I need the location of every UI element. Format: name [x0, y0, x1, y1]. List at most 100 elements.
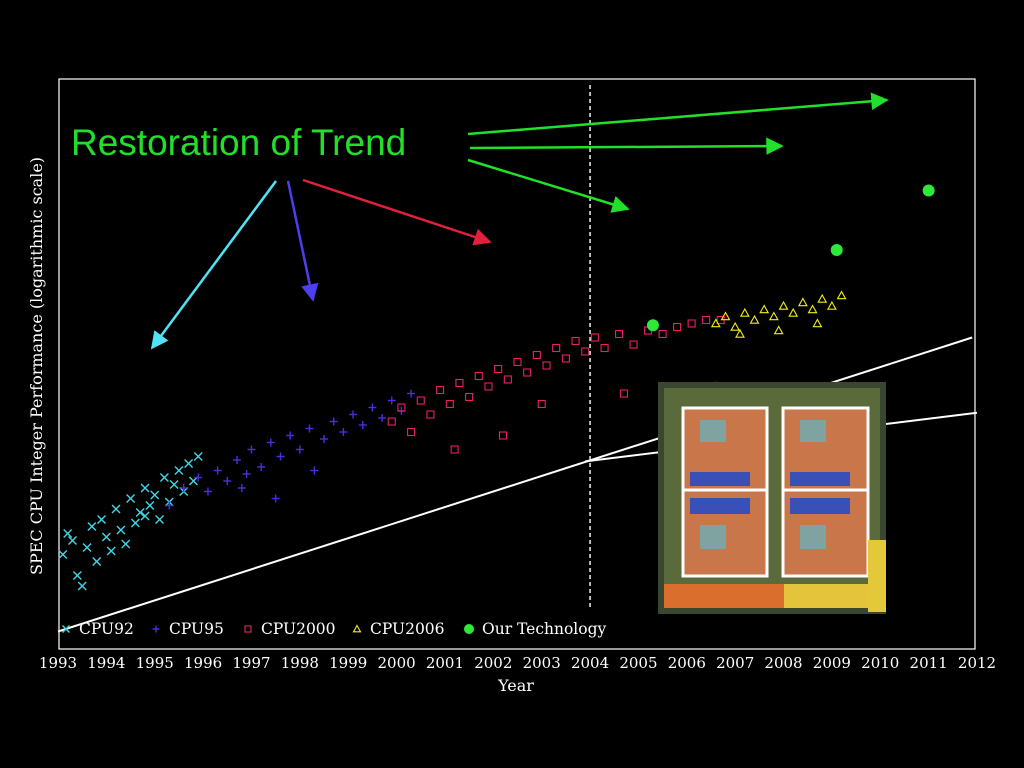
cpu2006-point-7: [778, 300, 789, 310]
cpu92-point-28: [77, 581, 87, 591]
cpu2000-point-1: [397, 403, 406, 412]
plot-frame: [58, 78, 976, 650]
cpu95-point-22: [378, 414, 387, 422]
cpu92-point-11: [116, 525, 126, 535]
cpu2006-point-3: [739, 307, 750, 317]
annotation-title: Restoration of Trend: [71, 122, 406, 163]
x-tick-label-2002: 2002: [474, 654, 512, 672]
cpu92-point-20: [159, 473, 169, 482]
cpu92-point-8: [101, 532, 111, 542]
cpu92-point-22: [169, 480, 179, 489]
cpu2000-point-23: [615, 329, 624, 339]
x-tick-label-1999: 1999: [329, 654, 367, 672]
cpu95-point-13: [295, 445, 304, 454]
x-tick-label-1994: 1994: [87, 654, 125, 672]
cpu92-point-10: [111, 504, 121, 514]
arrow-to-cpu95: [286, 180, 319, 302]
cpu92-point-1: [63, 529, 73, 538]
cpu95-point-19: [349, 410, 358, 419]
cpu95-point-18: [339, 428, 348, 436]
cpu95-point-14: [305, 424, 314, 433]
cpu2000-point-13: [513, 357, 522, 367]
our-technology-point-2: [922, 184, 935, 197]
cpu2000-point-2: [407, 427, 416, 437]
cpu92-point-3: [72, 571, 82, 580]
cpu2000-point-8: [465, 392, 474, 402]
cpu2006-point-13: [836, 290, 847, 300]
x-tick-label-1995: 1995: [136, 654, 174, 672]
x-tick-label-2012: 2012: [958, 654, 996, 672]
cpu95-point-3: [203, 487, 212, 496]
arrow-to-trend-2009: [469, 137, 784, 155]
cpu92-point-27: [193, 452, 203, 461]
x-tick-label-2001: 2001: [426, 654, 464, 672]
cpu2006-point-1: [720, 311, 731, 321]
cpu2006-point-4: [749, 314, 760, 324]
cpu95-point-5: [223, 477, 232, 485]
cpu2000-point-28: [687, 319, 696, 328]
x-tick-label-1993: 1993: [39, 654, 77, 672]
cpu95-point-23: [387, 396, 396, 405]
cpu2000-point-21: [590, 333, 599, 342]
legend-cpu2000-label: CPU2000: [261, 620, 336, 638]
cpu2000-point-31: [450, 445, 459, 454]
arrow-to-2005: [467, 158, 630, 213]
legend-cpu2000-icon: [244, 625, 252, 633]
cpu95-point-26: [271, 494, 280, 503]
cpu2000-point-18: [561, 354, 570, 363]
legend-cpu95-label: CPU95: [169, 620, 224, 638]
cpu92-point-4: [82, 543, 92, 552]
cpu92-point-23: [174, 466, 184, 475]
cpu2000-point-3: [416, 396, 425, 405]
cpu2006-point-6: [768, 311, 779, 321]
cpu2000-point-29: [702, 315, 711, 325]
cpu92-point-19: [155, 515, 165, 524]
cpu92-point-15: [135, 508, 145, 517]
cpu2006-point-16: [812, 318, 823, 328]
cpu92-point-16: [140, 483, 150, 493]
cpu95-point-27: [237, 484, 246, 492]
legend-our-technology-icon: [464, 624, 474, 634]
cpu2000-point-10: [484, 382, 493, 391]
x-tick-label-2010: 2010: [861, 654, 899, 672]
x-tick-label-2007: 2007: [716, 654, 754, 672]
cpu95-point-8: [247, 445, 256, 454]
cpu92-point-14: [130, 518, 140, 528]
legend: CPU92 CPU95 CPU2000 CPU2006 Our Technology: [62, 620, 607, 638]
cpu2000-point-9: [474, 371, 483, 381]
cpu2000-point-4: [426, 410, 435, 419]
cpu92-point-5: [87, 522, 97, 531]
cpu95-point-25: [407, 389, 416, 398]
cpu2006-point-0: [710, 318, 721, 328]
cpu92-point-13: [126, 494, 136, 503]
cpu92-point-6: [92, 557, 102, 566]
cpu92-point-18: [150, 490, 160, 500]
x-tick-label-2008: 2008: [764, 654, 802, 672]
x-tick-label-2011: 2011: [910, 654, 948, 672]
cpu92-point-17: [145, 501, 155, 510]
cpu2000-point-20: [581, 347, 590, 356]
cpu92-point-26: [188, 476, 198, 486]
cpu92-point-25: [184, 459, 194, 468]
our-technology-point-0: [646, 319, 659, 332]
cpu2000-point-11: [494, 364, 503, 374]
x-tick-label-1996: 1996: [184, 654, 222, 672]
legend-our-technology-label: Our Technology: [482, 620, 607, 638]
cpu95-point-7: [242, 470, 251, 478]
x-tick-label-2004: 2004: [571, 654, 609, 672]
legend-cpu92-label: CPU92: [79, 620, 134, 638]
cpu2006-point-14: [735, 328, 745, 338]
legend-cpu2006-label: CPU2006: [370, 620, 445, 638]
our-technology-point-1: [830, 244, 843, 256]
cpu95-point-16: [320, 435, 329, 443]
x-tick-label-2005: 2005: [619, 654, 657, 672]
x-tick-label-2003: 2003: [523, 654, 561, 672]
x-tick-label-2000: 2000: [377, 654, 415, 672]
arrow-to-cpu2000: [302, 178, 492, 246]
cpu2006-point-11: [817, 293, 828, 303]
cpu95-point-10: [266, 438, 275, 447]
arrow-to-cpu92: [150, 180, 278, 350]
x-tick-label-1997: 1997: [232, 654, 270, 672]
arrow-to-trend-2011: [467, 92, 889, 136]
